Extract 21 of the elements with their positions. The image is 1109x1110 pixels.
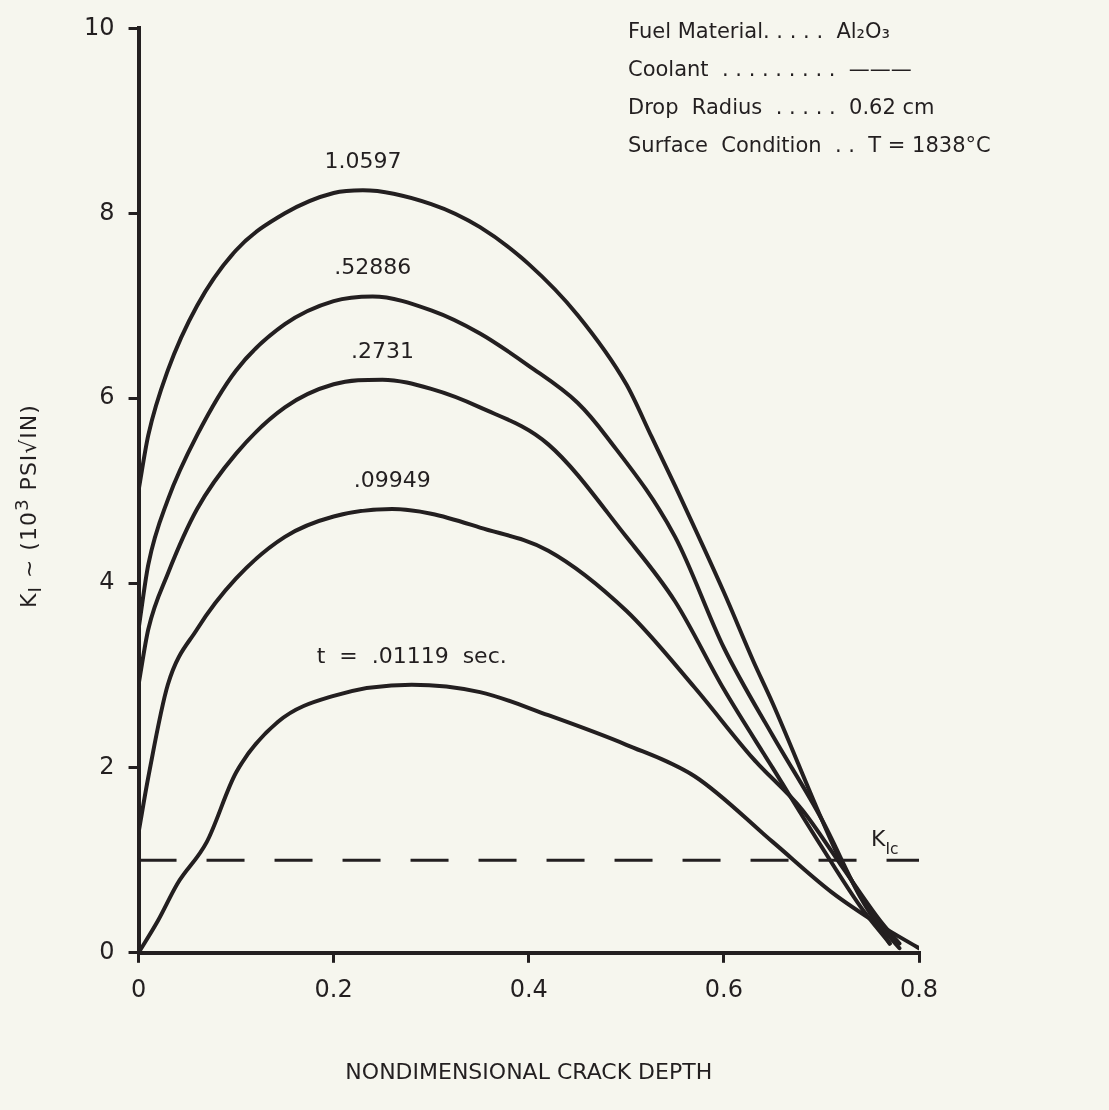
x-tick-label: 0.6 — [704, 975, 743, 1004]
x-tick-label: 0.8 — [899, 975, 939, 1004]
x-tick-label: 0.2 — [314, 975, 353, 1004]
series-label: .2731 — [350, 337, 414, 363]
series-label: 1.0597 — [324, 148, 402, 174]
y-tick-label: 8 — [99, 197, 115, 226]
x-tick-label: 0.4 — [509, 975, 548, 1004]
y-tick-label: 6 — [99, 382, 115, 411]
y-tick-label: 4 — [99, 567, 115, 596]
y-tick-label: 10 — [83, 12, 115, 41]
series-label: t = .01119 sec. — [316, 642, 507, 668]
annotation: Drop Radius . . . . . 0.62 cm — [628, 95, 935, 119]
y-tick-label: 0 — [99, 937, 115, 966]
x-axis-title: NONDIMENSIONAL CRACK DEPTH — [345, 1058, 713, 1084]
series-label: .09949 — [353, 467, 431, 493]
annotation: Surface Condition . . T = 1838°C — [628, 133, 991, 157]
x-tick-label: 0 — [130, 975, 147, 1004]
annotation: Coolant . . . . . . . . . ——— — [628, 57, 912, 81]
y-tick-label: 2 — [99, 752, 115, 781]
annotation: Fuel Material. . . . . Al₂O₃ — [628, 19, 890, 43]
series-label: .52886 — [334, 254, 412, 280]
